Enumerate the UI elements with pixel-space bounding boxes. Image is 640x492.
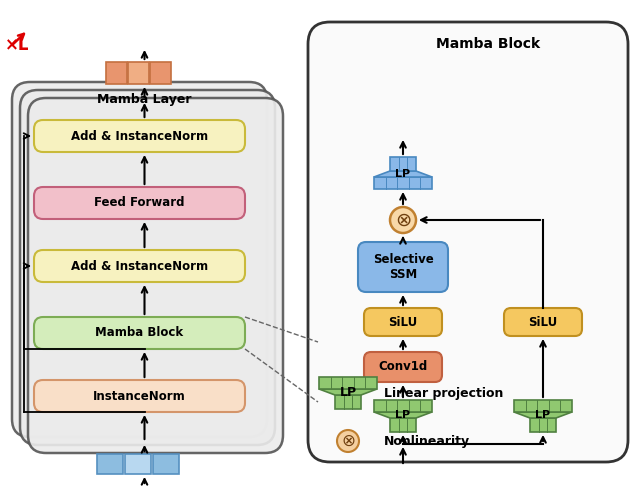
Bar — [153, 454, 179, 474]
Text: Linear projection: Linear projection — [384, 387, 504, 400]
Bar — [128, 62, 149, 84]
Text: ⊗: ⊗ — [395, 211, 411, 229]
Text: Add & InstanceNorm: Add & InstanceNorm — [71, 129, 208, 143]
Bar — [97, 454, 123, 474]
Text: LP: LP — [536, 410, 550, 420]
Bar — [125, 454, 151, 474]
Text: LP: LP — [396, 169, 411, 179]
Circle shape — [337, 430, 359, 452]
Text: LP: LP — [339, 387, 356, 400]
Text: Selective
SSM: Selective SSM — [372, 253, 433, 281]
FancyBboxPatch shape — [358, 242, 448, 292]
FancyBboxPatch shape — [364, 352, 442, 382]
Polygon shape — [319, 389, 377, 395]
Polygon shape — [514, 412, 572, 418]
Text: LP: LP — [396, 410, 411, 420]
FancyBboxPatch shape — [34, 380, 245, 412]
Text: Mamba Block: Mamba Block — [436, 37, 540, 51]
Bar — [106, 62, 127, 84]
Text: Mamba Layer: Mamba Layer — [97, 93, 192, 106]
Bar — [530, 418, 556, 432]
Bar — [374, 400, 432, 412]
Bar — [514, 400, 572, 412]
Bar — [390, 418, 416, 432]
Circle shape — [390, 207, 416, 233]
Bar — [319, 377, 377, 389]
Text: Add & InstanceNorm: Add & InstanceNorm — [71, 259, 208, 273]
FancyBboxPatch shape — [12, 82, 267, 437]
Text: SiLU: SiLU — [529, 315, 557, 329]
Text: Feed Forward: Feed Forward — [94, 196, 185, 210]
Text: Conv1d: Conv1d — [378, 361, 428, 373]
FancyBboxPatch shape — [364, 308, 442, 336]
Bar — [335, 395, 361, 409]
Bar — [150, 62, 171, 84]
Text: ⊗: ⊗ — [341, 432, 355, 450]
FancyBboxPatch shape — [34, 317, 245, 349]
FancyBboxPatch shape — [20, 90, 275, 445]
Bar — [390, 157, 416, 171]
Text: Nonlinearity: Nonlinearity — [384, 434, 470, 448]
FancyBboxPatch shape — [34, 250, 245, 282]
Bar — [374, 177, 432, 189]
FancyBboxPatch shape — [504, 308, 582, 336]
FancyBboxPatch shape — [308, 22, 628, 462]
FancyBboxPatch shape — [34, 187, 245, 219]
Text: SiLU: SiLU — [388, 315, 418, 329]
Polygon shape — [374, 412, 432, 418]
Text: ×L: ×L — [5, 36, 29, 54]
Polygon shape — [374, 171, 432, 177]
FancyBboxPatch shape — [28, 98, 283, 453]
Text: Mamba Block: Mamba Block — [95, 327, 184, 339]
Text: InstanceNorm: InstanceNorm — [93, 390, 186, 402]
FancyBboxPatch shape — [34, 120, 245, 152]
